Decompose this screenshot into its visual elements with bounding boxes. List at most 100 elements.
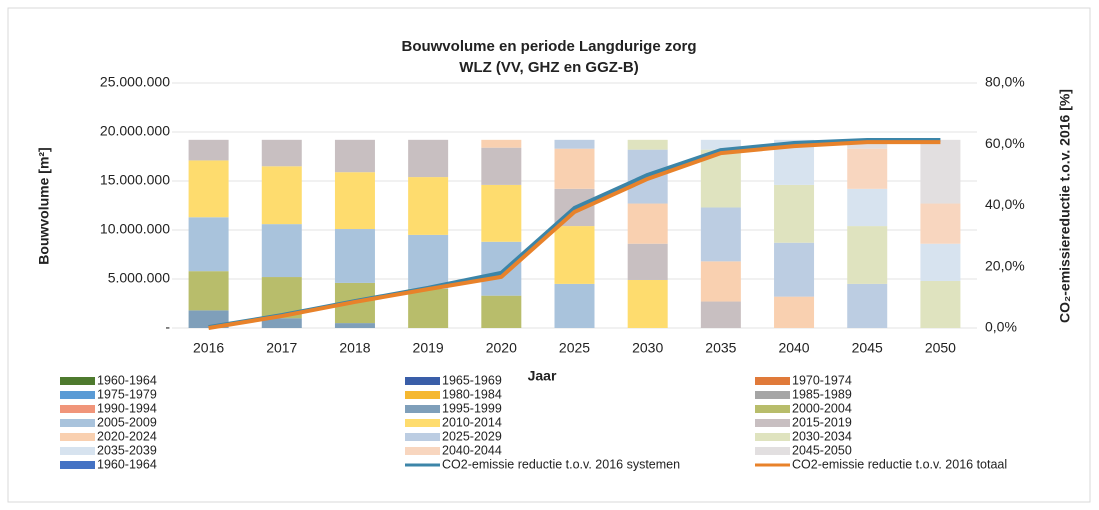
bar-segment xyxy=(627,203,668,244)
bar-segment xyxy=(920,243,961,281)
legend-swatch xyxy=(405,391,440,399)
bar-segment xyxy=(188,271,229,311)
legend-swatch xyxy=(755,377,790,385)
x-tick-label: 2017 xyxy=(266,340,297,356)
bar-segment xyxy=(481,241,522,296)
bar-segment xyxy=(920,139,961,204)
legend-label: CO2-emissie reductie t.o.v. 2016 totaal xyxy=(792,457,1007,471)
legend-swatch xyxy=(405,377,440,385)
bar-segment xyxy=(481,295,522,328)
legend-label: 2045-2050 xyxy=(792,443,852,457)
legend-label: 2040-2044 xyxy=(442,443,502,457)
legend-label: 1960-1964 xyxy=(97,373,157,387)
bar-segment xyxy=(920,203,961,244)
legend-label: 1975-1979 xyxy=(97,387,157,401)
legend-swatch xyxy=(60,447,95,455)
y-tick-label: 10.000.000 xyxy=(100,221,170,237)
legend-swatch xyxy=(755,419,790,427)
legend-label: 1960-1964 xyxy=(97,457,157,471)
legend-swatch xyxy=(60,405,95,413)
legend-swatch xyxy=(60,419,95,427)
bar-segment xyxy=(408,234,449,289)
bar-segment xyxy=(481,147,522,185)
x-tick-label: 2019 xyxy=(413,340,444,356)
bar-segment xyxy=(261,166,302,225)
bar-segment xyxy=(774,242,815,297)
x-tick-label: 2025 xyxy=(559,340,590,356)
bar-segment xyxy=(700,261,741,302)
legend-label: 1995-1999 xyxy=(442,401,502,415)
legend-swatch xyxy=(405,447,440,455)
chart-subtitle: WLZ (VV, GHZ en GGZ-B) xyxy=(459,59,638,76)
y2-tick-label: 40,0% xyxy=(985,196,1025,212)
legend-swatch xyxy=(60,391,95,399)
bar-segment xyxy=(554,148,595,189)
bar-segment xyxy=(627,243,668,280)
bar-segment xyxy=(188,217,229,272)
x-tick-label: 2045 xyxy=(852,340,883,356)
x-tick-label: 2030 xyxy=(632,340,663,356)
bar-segment xyxy=(554,226,595,284)
legend-label: 1990-1994 xyxy=(97,401,157,415)
x-tick-label: 2035 xyxy=(705,340,736,356)
legend-label: 2005-2009 xyxy=(97,415,157,429)
legend-swatch xyxy=(60,377,95,385)
legend-swatch xyxy=(405,433,440,441)
bar-segment xyxy=(188,139,229,161)
y-axis-label: Bouwvolume [m²] xyxy=(36,147,52,264)
bar-segment xyxy=(408,288,449,328)
y-tick-label: 5.000.000 xyxy=(108,270,170,286)
bar-segment xyxy=(554,283,595,328)
legend-swatch xyxy=(755,433,790,441)
bar-segment xyxy=(700,301,741,328)
x-tick-label: 2018 xyxy=(339,340,370,356)
y-tick-label: 25.000.000 xyxy=(100,74,170,90)
bar-segment xyxy=(700,207,741,262)
y-tick-label: - xyxy=(165,319,170,335)
y2-tick-label: 80,0% xyxy=(985,74,1025,90)
bar-segment xyxy=(261,224,302,278)
y2-axis-label: CO₂-emissiereductie t.o.v. 2016 [%] xyxy=(1057,89,1073,323)
bar-segment xyxy=(261,139,302,167)
legend-label: 2020-2024 xyxy=(97,429,157,443)
legend-label: 2030-2034 xyxy=(792,429,852,443)
legend-swatch xyxy=(60,433,95,441)
bar-segment xyxy=(847,148,888,189)
y2-tick-label: 60,0% xyxy=(985,135,1025,151)
bar-segment xyxy=(847,188,888,227)
legend-label: 2035-2039 xyxy=(97,443,157,457)
legend-label: 1965-1969 xyxy=(442,373,502,387)
x-tick-label: 2020 xyxy=(486,340,517,356)
x-tick-label: 2050 xyxy=(925,340,956,356)
bar-segment xyxy=(334,323,375,328)
legend-label: 1970-1974 xyxy=(792,373,852,387)
legend-label: 1980-1984 xyxy=(442,387,502,401)
legend-swatch xyxy=(405,405,440,413)
bar-segment xyxy=(334,172,375,230)
bar-segment xyxy=(774,184,815,243)
legend-label: 2010-2014 xyxy=(442,415,502,429)
bar-segment xyxy=(627,279,668,328)
chart-border xyxy=(7,7,1091,503)
bar-segment xyxy=(554,139,595,149)
y-tick-label: 15.000.000 xyxy=(100,172,170,188)
chart-title: Bouwvolume en periode Langdurige zorg xyxy=(401,38,696,55)
legend-label: 2025-2029 xyxy=(442,429,502,443)
bar-segment xyxy=(774,296,815,328)
bar-segment xyxy=(408,177,449,235)
y2-tick-label: 20,0% xyxy=(985,257,1025,273)
bar-segment xyxy=(408,139,449,178)
bar-segment xyxy=(334,139,375,173)
bar-segment xyxy=(847,226,888,284)
bar-segment xyxy=(920,280,961,328)
x-tick-label: 2016 xyxy=(193,340,224,356)
bar-segment xyxy=(188,160,229,218)
bar-segment xyxy=(334,229,375,283)
bar-segment xyxy=(847,139,888,149)
bar-segment xyxy=(847,283,888,328)
legend-swatch xyxy=(755,391,790,399)
legend-swatch xyxy=(60,461,95,469)
legend-swatch xyxy=(755,405,790,413)
